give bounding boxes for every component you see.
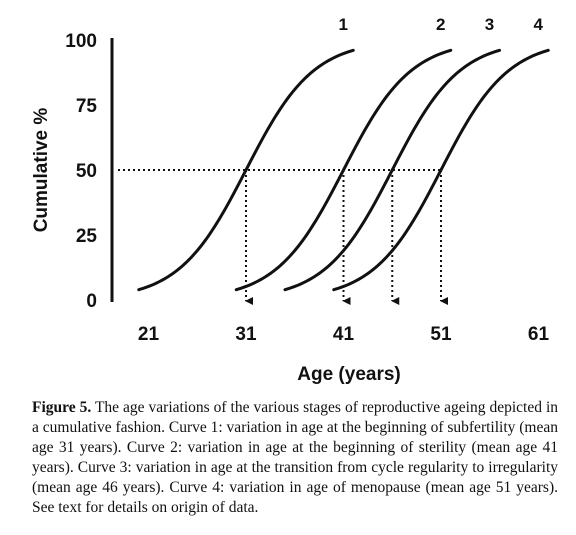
y-tick-label: 100 xyxy=(65,31,97,52)
curve-label-2: 2 xyxy=(436,15,445,34)
y-tick-label: 25 xyxy=(76,226,98,247)
curve-4 xyxy=(332,48,550,292)
y-tick-label: 50 xyxy=(76,161,97,182)
curve-label-3: 3 xyxy=(485,15,494,34)
curve-label-1: 1 xyxy=(339,15,348,34)
x-tick-label: 61 xyxy=(528,324,550,345)
curve-label-4: 4 xyxy=(534,15,544,34)
x-axis-title: Age (years) xyxy=(297,364,401,385)
x-tick-label: 51 xyxy=(430,324,452,345)
curve-3 xyxy=(283,48,501,292)
y-tick-label: 0 xyxy=(86,291,97,312)
curve-2 xyxy=(234,48,453,292)
x-tick-label: 21 xyxy=(138,324,160,345)
y-axis-title: Cumulative % xyxy=(31,108,52,233)
y-tick-label: 75 xyxy=(76,96,98,117)
figure-label: Figure 5. xyxy=(32,399,92,416)
caption-text: The age variations of the various stages… xyxy=(32,399,559,516)
figure-caption: Figure 5. The age variations of the vari… xyxy=(32,398,558,518)
chart: 1 2 3 4 0 25 50 75 100 21 31 41 51 61 Age (years) Cu… xyxy=(31,15,550,385)
x-tick-label: 41 xyxy=(333,324,355,345)
curve-1 xyxy=(137,48,355,292)
x-tick-label: 31 xyxy=(235,324,257,345)
